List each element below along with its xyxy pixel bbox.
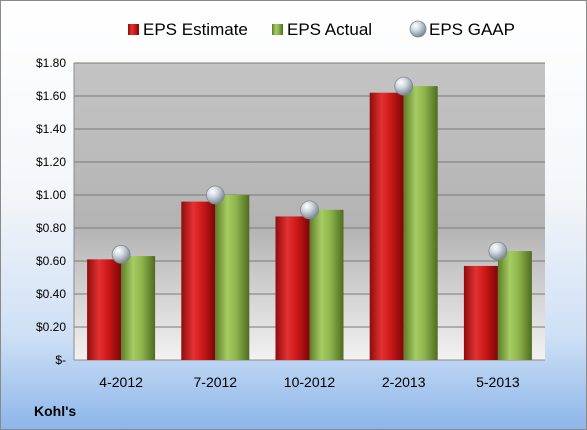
y-tick-label: $1.00: [36, 188, 66, 202]
bar-eps-estimate: [87, 259, 122, 360]
gaap-markers: [111, 76, 508, 264]
x-axis: 4-2012 7-2012 10-2012 2-2013 5-2013: [99, 374, 520, 390]
legend-label: EPS GAAP: [429, 20, 515, 39]
marker-eps-gaap: [205, 185, 225, 205]
bar-eps-actual: [121, 256, 156, 360]
bar-eps-estimate: [181, 201, 216, 360]
x-tick-label: 7-2012: [194, 374, 238, 390]
bars: [87, 86, 532, 360]
legend-label: EPS Estimate: [143, 20, 248, 39]
legend-swatch: [272, 24, 283, 35]
legend-item: EPS Actual: [272, 20, 372, 39]
y-tick-label: $0.40: [36, 287, 66, 301]
company-label: Kohl's: [34, 403, 77, 419]
y-tick-label: $1.20: [36, 155, 66, 169]
x-tick-label: 10-2012: [284, 374, 336, 390]
legend-swatch: [128, 24, 139, 35]
y-tick-label: $1.40: [36, 122, 66, 136]
y-tick-label: $1.60: [36, 89, 66, 103]
bar-eps-estimate: [275, 216, 310, 360]
legend-label: EPS Actual: [287, 20, 372, 39]
bar-eps-actual: [215, 195, 250, 360]
bar-eps-estimate: [369, 92, 404, 360]
legend-swatch: [409, 20, 427, 38]
y-tick-label: $0.60: [36, 254, 66, 268]
legend-item: EPS GAAP: [409, 20, 515, 39]
marker-eps-gaap: [394, 76, 414, 96]
legend: EPS Estimate EPS Actual EPS GAAP: [128, 20, 515, 39]
y-tick-label: $0.20: [36, 320, 66, 334]
y-tick-label: $-: [55, 353, 66, 367]
bar-eps-estimate: [463, 265, 498, 360]
legend-item: EPS Estimate: [128, 20, 248, 39]
y-tick-label: $0.80: [36, 221, 66, 235]
x-tick-label: 2-2013: [382, 374, 426, 390]
y-tick-label: $1.80: [36, 56, 66, 70]
x-tick-label: 4-2012: [99, 374, 143, 390]
marker-eps-gaap: [488, 241, 508, 261]
bar-eps-actual: [497, 251, 532, 360]
y-axis: $- $0.20 $0.40 $0.60 $0.80 $1.00 $1.20 $1.40 $1.…: [36, 56, 75, 367]
marker-eps-gaap: [300, 200, 319, 220]
bar-eps-actual: [403, 86, 438, 360]
x-tick-label: 5-2013: [476, 374, 520, 390]
marker-eps-gaap: [111, 244, 131, 264]
bar-eps-actual: [309, 209, 344, 360]
